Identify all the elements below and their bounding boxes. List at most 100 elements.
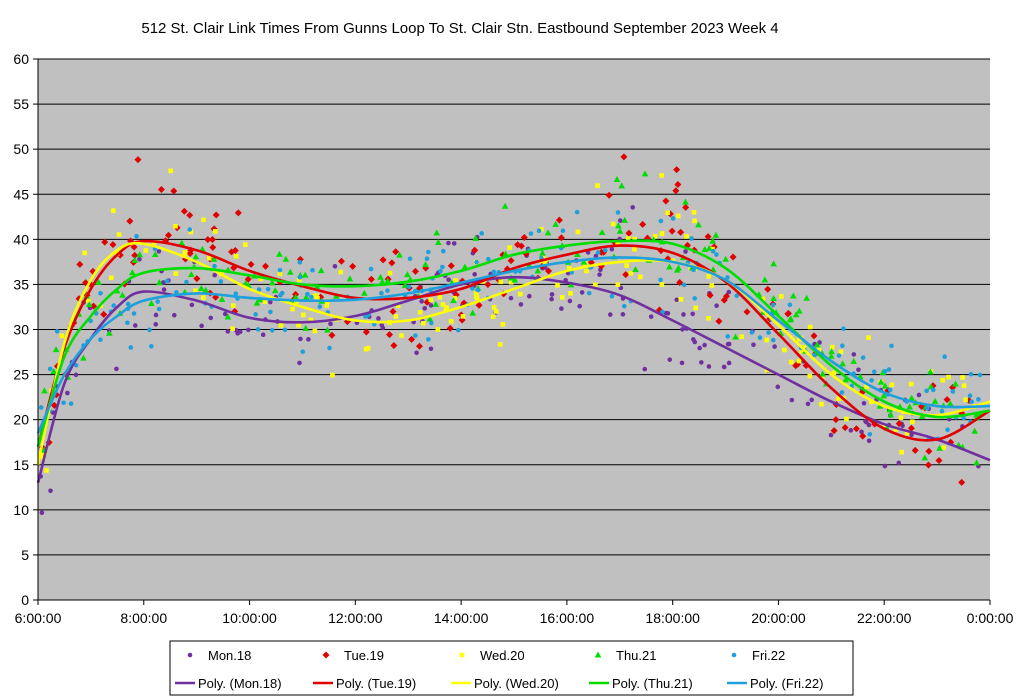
data-point xyxy=(642,366,648,372)
data-point xyxy=(618,182,625,189)
data-point xyxy=(156,249,162,254)
data-point xyxy=(852,425,860,433)
data-point xyxy=(945,427,950,433)
data-point xyxy=(673,166,681,174)
data-point xyxy=(610,221,616,227)
data-point xyxy=(429,320,434,326)
data-point xyxy=(639,220,647,228)
data-point xyxy=(907,424,915,432)
data-point xyxy=(864,419,869,425)
data-point xyxy=(725,341,731,347)
data-point xyxy=(234,209,242,217)
data-point xyxy=(557,234,565,242)
data-point xyxy=(444,305,449,310)
data-point xyxy=(760,296,766,302)
data-point xyxy=(206,255,212,261)
legend-marker xyxy=(459,652,465,658)
data-point xyxy=(836,353,842,358)
data-point xyxy=(906,403,913,410)
data-point xyxy=(484,281,492,289)
data-point xyxy=(807,373,813,379)
data-point xyxy=(689,236,694,241)
data-point xyxy=(59,333,65,339)
data-point xyxy=(424,256,430,262)
data-point xyxy=(764,337,769,343)
data-point xyxy=(507,245,512,250)
data-point xyxy=(720,296,728,304)
data-point xyxy=(819,370,826,377)
data-point xyxy=(199,323,204,329)
data-point xyxy=(338,269,344,275)
data-point xyxy=(293,300,299,305)
data-point xyxy=(242,279,249,286)
data-point xyxy=(131,311,137,316)
data-point xyxy=(311,293,316,299)
data-point xyxy=(725,334,731,339)
data-point xyxy=(164,231,172,239)
data-point xyxy=(848,428,854,433)
data-point xyxy=(817,340,822,345)
data-point xyxy=(287,268,294,275)
data-point xyxy=(930,387,936,393)
data-point xyxy=(271,287,279,294)
data-point xyxy=(586,290,592,296)
data-point xyxy=(156,306,162,312)
data-point xyxy=(387,270,393,276)
data-point xyxy=(670,216,676,221)
data-point xyxy=(931,397,939,404)
data-point xyxy=(729,253,737,261)
data-point xyxy=(201,217,206,223)
data-point xyxy=(493,309,499,314)
data-point xyxy=(792,362,800,370)
data-point xyxy=(555,216,563,224)
data-point xyxy=(861,400,867,406)
data-point xyxy=(757,335,763,340)
data-point xyxy=(621,216,629,223)
data-point xyxy=(967,393,973,398)
data-point xyxy=(789,397,795,403)
data-point xyxy=(258,276,264,282)
data-point xyxy=(705,244,713,251)
data-point xyxy=(658,218,664,224)
x-tick-label: 20:00:00 xyxy=(751,610,806,626)
data-point xyxy=(421,320,426,326)
data-point xyxy=(428,346,434,352)
data-point xyxy=(577,303,582,309)
data-point xyxy=(595,250,601,255)
data-point xyxy=(895,420,903,428)
data-point xyxy=(887,411,895,418)
y-tick-label: 60 xyxy=(13,51,29,67)
data-point xyxy=(324,326,331,333)
data-point xyxy=(414,350,419,356)
data-point xyxy=(187,227,193,232)
data-point xyxy=(851,352,857,357)
data-point xyxy=(803,294,810,301)
x-tick-label: 14:00:00 xyxy=(434,610,489,626)
data-point xyxy=(841,424,849,432)
data-point xyxy=(567,298,573,304)
x-tick-label: 10:00:00 xyxy=(222,610,277,626)
data-point xyxy=(132,323,138,328)
data-point xyxy=(262,299,268,304)
data-point xyxy=(212,272,218,278)
data-point xyxy=(188,271,195,278)
data-point xyxy=(300,349,306,354)
data-point xyxy=(615,210,621,215)
data-point xyxy=(153,312,159,318)
data-point xyxy=(134,156,142,164)
data-point xyxy=(816,347,822,353)
data-point xyxy=(438,269,443,274)
data-point xyxy=(472,234,479,241)
data-point xyxy=(638,274,643,280)
data-point xyxy=(255,327,261,332)
legend-label: Wed.20 xyxy=(480,648,525,663)
data-point xyxy=(109,241,117,249)
data-point xyxy=(38,405,44,410)
data-point xyxy=(886,367,892,372)
data-point xyxy=(460,314,466,319)
data-point xyxy=(237,329,243,335)
data-point xyxy=(682,203,690,211)
data-point xyxy=(734,293,740,299)
data-point xyxy=(831,370,837,376)
data-point xyxy=(440,302,446,307)
